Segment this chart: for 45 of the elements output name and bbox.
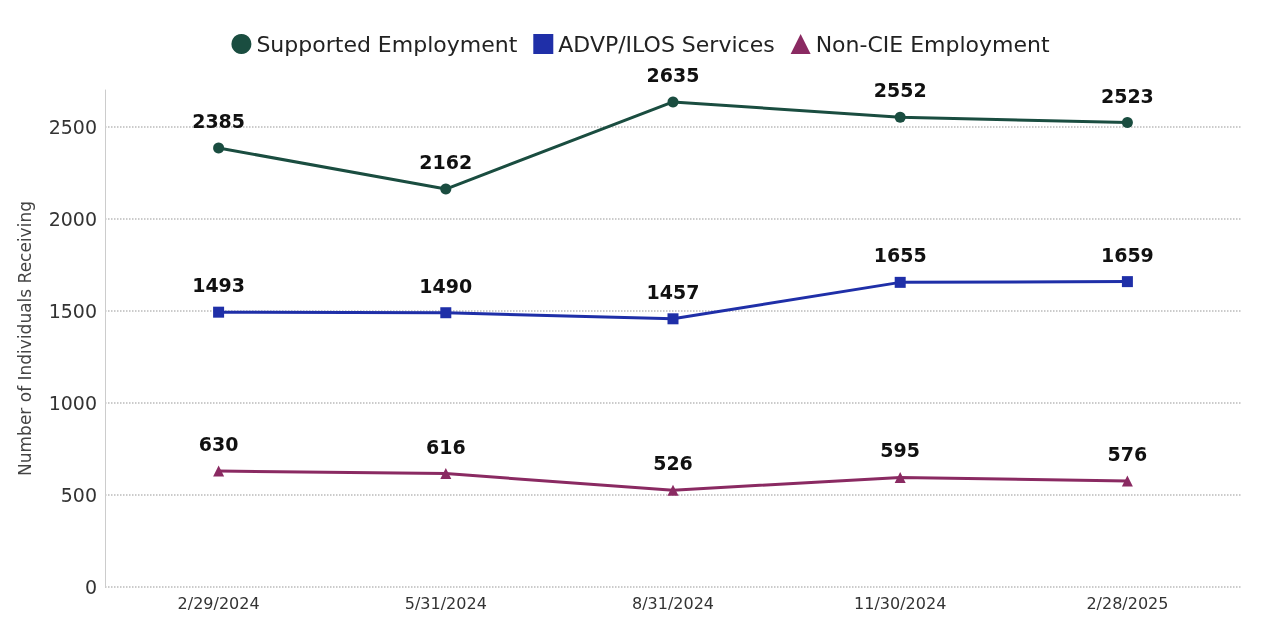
point (213, 142, 225, 154)
point (440, 183, 452, 195)
point (440, 468, 452, 480)
point (213, 306, 225, 318)
data-label: 2385 (192, 109, 246, 132)
y-axis-title: Number of Individuals Receiving (14, 201, 35, 476)
data-label: 2162 (419, 151, 473, 174)
point (213, 465, 225, 477)
y-tick-label: 1500 (48, 299, 97, 322)
legend-label: ADVP/ILOS Services (558, 31, 775, 57)
y-tick-label: 0 (84, 576, 97, 598)
y-tick-label: 2500 (48, 115, 97, 138)
data-label: 616 (425, 435, 466, 458)
data-label: 1457 (646, 280, 700, 303)
x-tick-label: 2/28/2025 (1086, 593, 1169, 613)
x-tick-label: 2/29/2024 (177, 593, 260, 613)
y-tick-label: 500 (60, 483, 97, 506)
data-label: 2552 (873, 79, 927, 102)
point (1121, 475, 1133, 487)
y-tick-label: 1000 (48, 391, 97, 414)
y-tick-label: 2000 (48, 207, 97, 230)
data-label: 1655 (873, 244, 927, 267)
point (667, 96, 679, 108)
point (667, 313, 679, 325)
data-label: 1493 (192, 274, 246, 297)
point (667, 484, 679, 496)
data-label: 2635 (646, 63, 700, 86)
data-label: 576 (1107, 442, 1148, 465)
data-label: 1659 (1100, 243, 1154, 266)
legend-label: Non-CIE Employment (815, 31, 1050, 57)
point (894, 471, 906, 483)
point (894, 111, 906, 123)
data-label: 2523 (1100, 84, 1154, 107)
legend-label: Supported Employment (256, 31, 518, 57)
point (1121, 276, 1133, 288)
point (440, 307, 452, 319)
x-tick-label: 8/31/2024 (631, 593, 715, 613)
data-label: 595 (880, 439, 921, 462)
data-label: 526 (653, 452, 693, 475)
data-label: 1490 (419, 274, 473, 297)
data-label: 630 (198, 433, 239, 456)
point (1121, 117, 1133, 129)
point (894, 276, 906, 288)
x-tick-label: 5/31/2024 (404, 593, 487, 613)
x-tick-label: 11/30/2024 (854, 593, 947, 613)
